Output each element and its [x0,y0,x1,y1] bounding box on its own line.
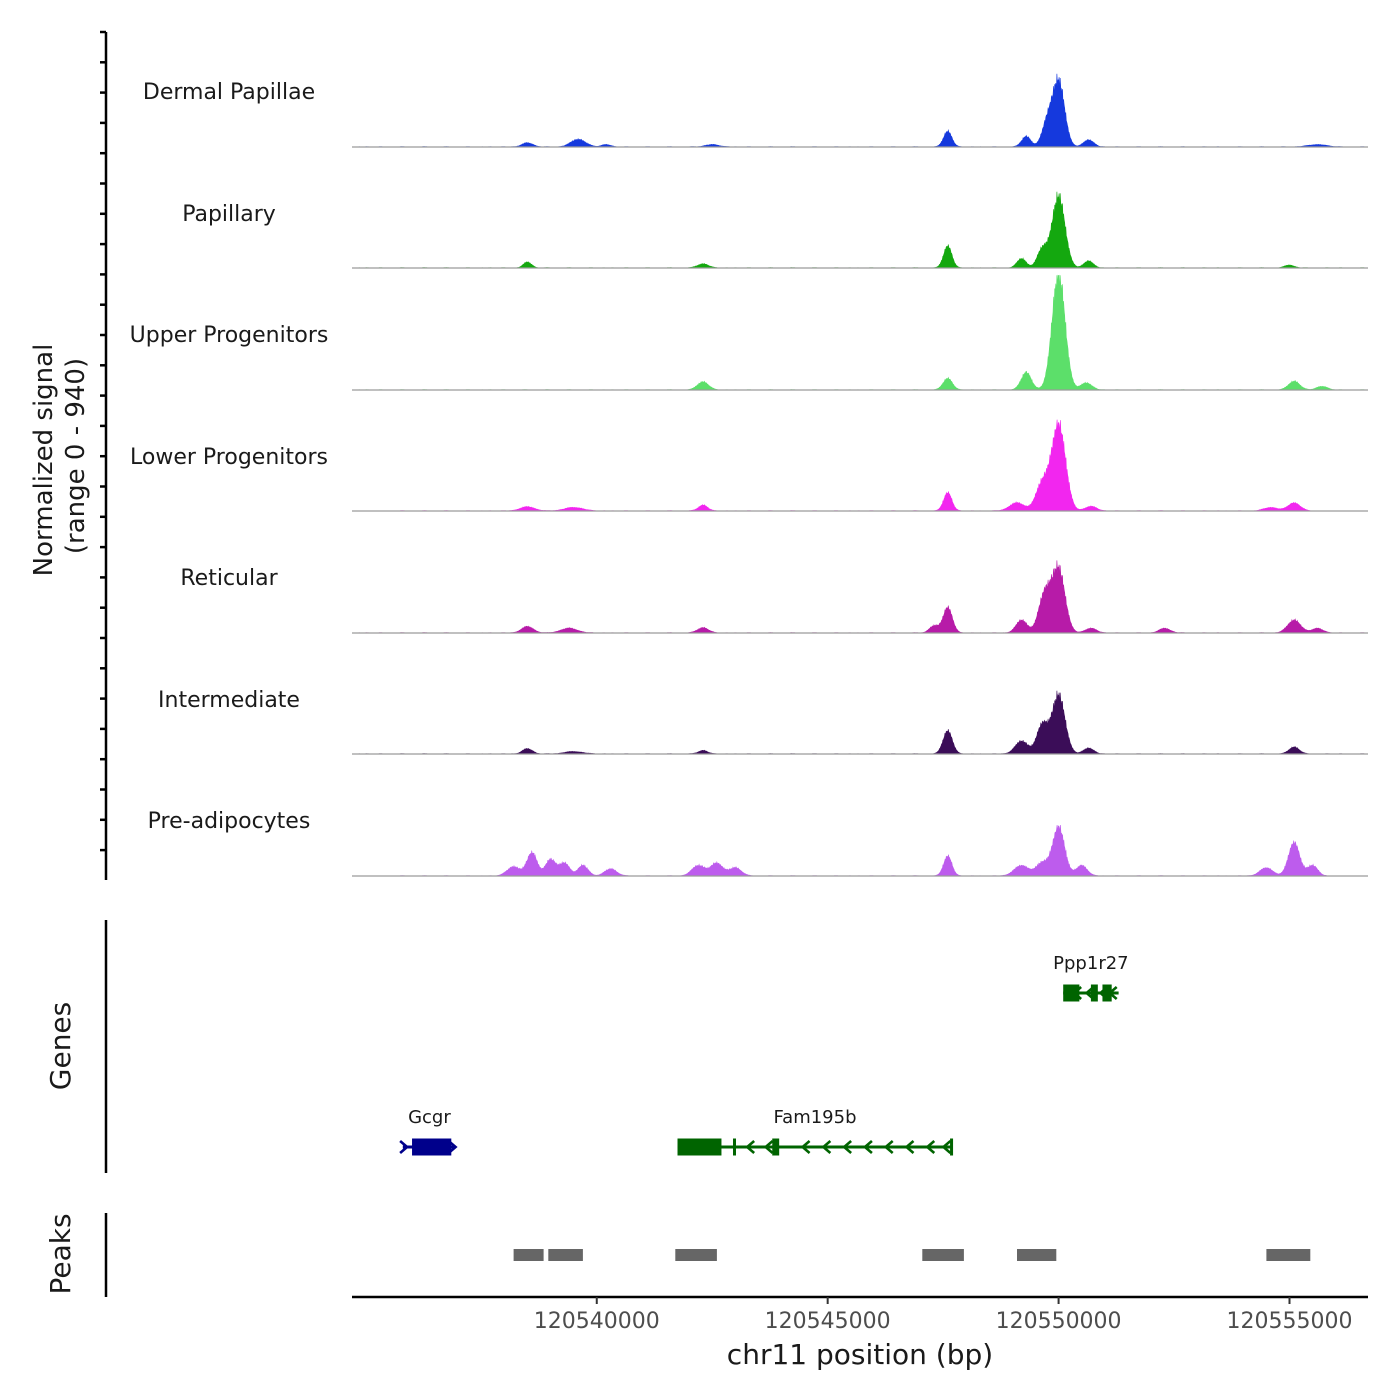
gene-strand-arrow-fam195b-5 [862,1140,873,1154]
coverage-area-lower-progenitors [397,419,1322,512]
coverage-ylabel-line2: (range 0 - 940) [61,358,91,554]
coverage-area-papillary [352,191,1368,269]
gene-exon-fam195b-3 [772,1138,780,1156]
gene-exon-fam195b-4 [950,1138,954,1156]
gene-exon-gcgr-0 [412,1138,452,1156]
coverage-area-intermediate [352,690,1368,755]
gene-strand-arrow-fam195b-3 [821,1140,832,1154]
coverage-area-reticular [352,560,1368,634]
gene-strand-arrow-fam195b-4 [842,1140,852,1154]
coverage-track-papillary [352,191,1368,269]
coverage-track-intermediate [352,690,1368,755]
coverage-area-pre-adipocytes [397,824,1327,877]
coverage-y-ticks [100,30,106,852]
coverage-track-reticular [352,560,1368,634]
peak-region-5 [1266,1249,1311,1261]
gene-strand-arrow-gcgr-1 [447,1140,458,1154]
gene-strand-arrow-fam195b-2 [800,1140,811,1154]
track-label-dermal-papillae: Dermal Papillae [143,80,315,105]
peak-regions [513,1249,1311,1261]
coverage-tracks [352,73,1368,877]
track-label-pre-adipocytes: Pre-adipocytes [148,809,311,834]
peak-region-0 [513,1249,544,1261]
gene-label-gcgr: Gcgr [408,1107,451,1128]
coverage-track-upper-progenitors [352,274,1368,391]
gene-exon-fam195b-0 [677,1138,722,1156]
x-tick-label-2: 120550000 [996,1309,1122,1334]
coverage-track-pre-adipocytes [352,824,1368,877]
x-tick-label-1: 120545000 [765,1309,891,1334]
gene-models: Ppp1r27 Gcgr Fam195b [399,953,1129,1156]
coverage-area-upper-progenitors [352,274,1368,391]
gene-label-fam195b: Fam195b [773,1107,856,1128]
gene-strand-arrow-fam195b-0 [745,1140,756,1154]
x-axis-ticks: 120540000 120545000 120550000 120555000 [534,1297,1352,1334]
track-label-intermediate: Intermediate [158,688,300,713]
gene-exon-ppp1r27-0 [1063,984,1080,1002]
gene-strand-arrow-ppp1r27-3 [1107,986,1118,1000]
gene-strand-arrow-fam195b-6 [883,1140,894,1154]
coverage-track-dermal-papillae [352,73,1368,148]
peak-region-2 [675,1249,717,1261]
track-label-lower-progenitors: Lower Progenitors [130,445,328,470]
gene-exon-ppp1r27-2 [1102,984,1112,1002]
gene-ppp1r27: Ppp1r27 [1053,953,1129,1002]
peak-region-3 [922,1249,964,1261]
gene-strand-arrow-fam195b-9 [941,1140,952,1154]
peak-region-4 [1017,1249,1057,1261]
gene-strand-arrow-ppp1r27-2 [1098,986,1109,1000]
gene-gcgr: Gcgr [399,1107,458,1156]
x-tick-label-3: 120555000 [1226,1309,1352,1334]
gene-label-ppp1r27: Ppp1r27 [1053,953,1128,974]
genes-ylabel: Genes [44,1002,77,1090]
track-labels: Dermal Papillae Papillary Upper Progenit… [130,80,329,834]
coverage-ylabel-line1: Normalized signal [29,344,59,577]
gene-strand-arrow-ppp1r27-1 [1084,986,1095,1000]
peak-region-1 [548,1249,583,1261]
x-axis-title: chr11 position (bp) [727,1338,993,1371]
gene-strand-arrow-ppp1r27-0 [1072,986,1082,1000]
coverage-area-dermal-papillae [352,73,1368,148]
gene-exon-fam195b-2 [733,1138,736,1156]
x-tick-label-0: 120540000 [534,1309,660,1334]
gene-exon-ppp1r27-1 [1090,984,1098,1002]
gene-strand-arrow-fam195b-1 [763,1140,774,1154]
coverage-track-lower-progenitors [352,419,1368,512]
gene-fam195b: Fam195b [677,1107,954,1156]
track-label-upper-progenitors: Upper Progenitors [130,323,329,348]
gene-exon-fam195b-1 [677,1138,682,1156]
gene-strand-arrow-fam195b-7 [904,1140,915,1154]
gene-strand-arrow-fam195b-8 [925,1140,936,1154]
gene-strand-arrow-gcgr-0 [399,1140,410,1154]
track-label-reticular: Reticular [180,566,278,591]
peaks-ylabel: Peaks [44,1213,77,1294]
track-label-papillary: Papillary [182,202,276,227]
